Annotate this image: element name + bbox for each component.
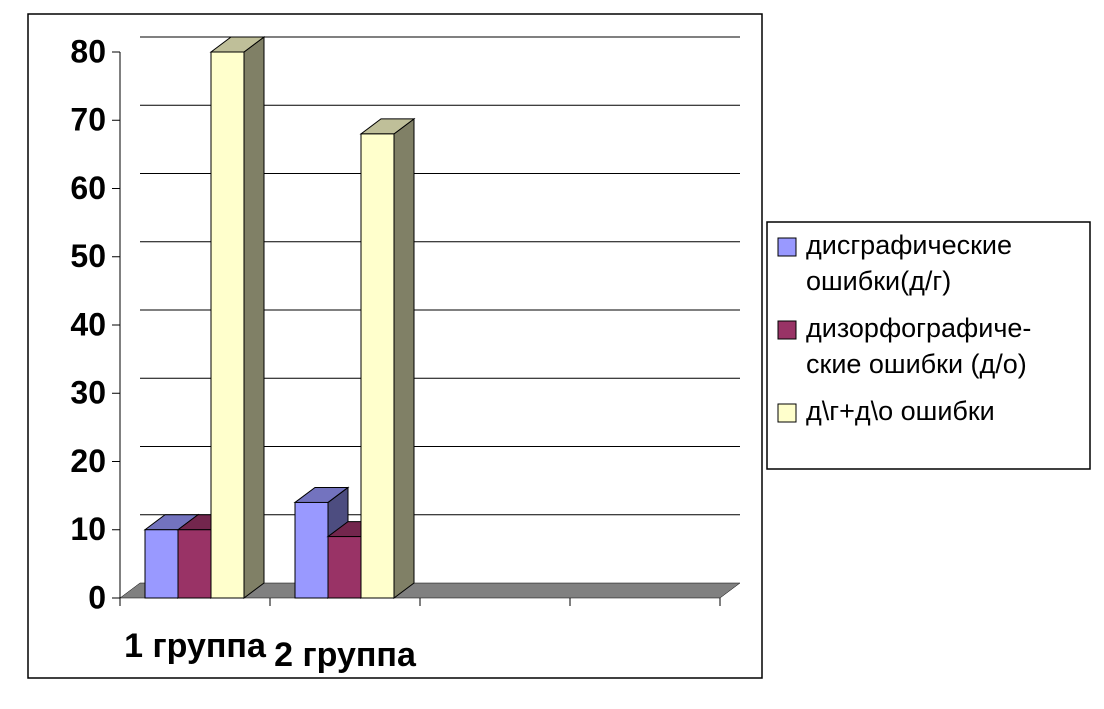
legend-label: д\г+д\о ошибки <box>806 396 995 426</box>
legend-swatch <box>777 403 797 423</box>
y-tick-label: 30 <box>70 375 106 411</box>
bar <box>210 51 245 599</box>
bar <box>294 501 329 599</box>
x-tick-label: 1 группа <box>124 627 267 665</box>
floor <box>119 582 741 599</box>
bar <box>327 536 362 599</box>
bar <box>177 529 212 599</box>
bar-side <box>243 36 265 599</box>
y-tick-label: 80 <box>70 33 106 69</box>
y-tick-label: 40 <box>70 306 106 342</box>
y-tick-label: 10 <box>70 511 106 547</box>
x-tick-label: 2 группа <box>274 636 417 674</box>
y-tick-label: 0 <box>88 579 106 615</box>
legend-swatch <box>777 237 797 257</box>
y-tick-label: 70 <box>70 102 106 138</box>
bar <box>144 529 179 599</box>
y-tick-label: 60 <box>70 170 106 206</box>
y-tick-label: 20 <box>70 443 106 479</box>
y-tick-label: 50 <box>70 238 106 274</box>
legend-swatch <box>777 320 797 340</box>
legend-label: дизорфографиче-ские ошибки (д/о) <box>806 313 1031 379</box>
bar <box>360 133 395 599</box>
legend-box <box>766 221 1091 470</box>
bar-side <box>393 117 415 599</box>
legend-label: дисграфические ошибки(д/г) <box>806 230 1012 296</box>
